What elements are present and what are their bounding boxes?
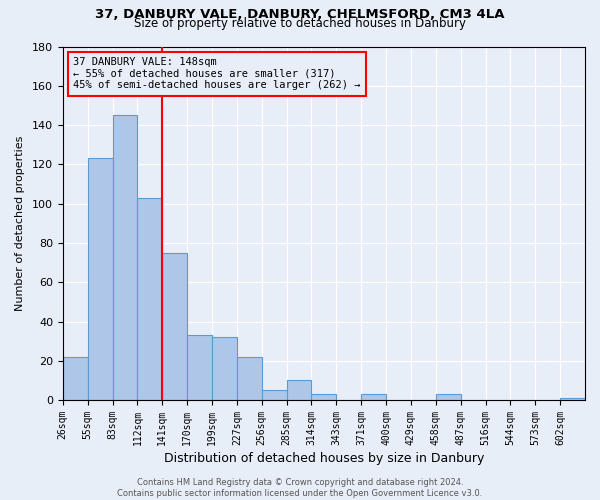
- Text: Size of property relative to detached houses in Danbury: Size of property relative to detached ho…: [134, 18, 466, 30]
- Bar: [137, 198, 162, 400]
- Bar: [63, 357, 88, 400]
- Bar: [436, 394, 461, 400]
- Bar: [187, 336, 212, 400]
- X-axis label: Distribution of detached houses by size in Danbury: Distribution of detached houses by size …: [164, 452, 484, 465]
- Text: Contains HM Land Registry data © Crown copyright and database right 2024.
Contai: Contains HM Land Registry data © Crown c…: [118, 478, 482, 498]
- Bar: [287, 380, 311, 400]
- Bar: [88, 158, 113, 400]
- Bar: [113, 116, 137, 400]
- Bar: [212, 337, 237, 400]
- Bar: [311, 394, 337, 400]
- Bar: [237, 357, 262, 400]
- Y-axis label: Number of detached properties: Number of detached properties: [15, 136, 25, 311]
- Bar: [262, 390, 287, 400]
- Text: 37 DANBURY VALE: 148sqm
← 55% of detached houses are smaller (317)
45% of semi-d: 37 DANBURY VALE: 148sqm ← 55% of detache…: [73, 57, 361, 90]
- Text: 37, DANBURY VALE, DANBURY, CHELMSFORD, CM3 4LA: 37, DANBURY VALE, DANBURY, CHELMSFORD, C…: [95, 8, 505, 20]
- Bar: [361, 394, 386, 400]
- Bar: [162, 253, 187, 400]
- Bar: [560, 398, 585, 400]
